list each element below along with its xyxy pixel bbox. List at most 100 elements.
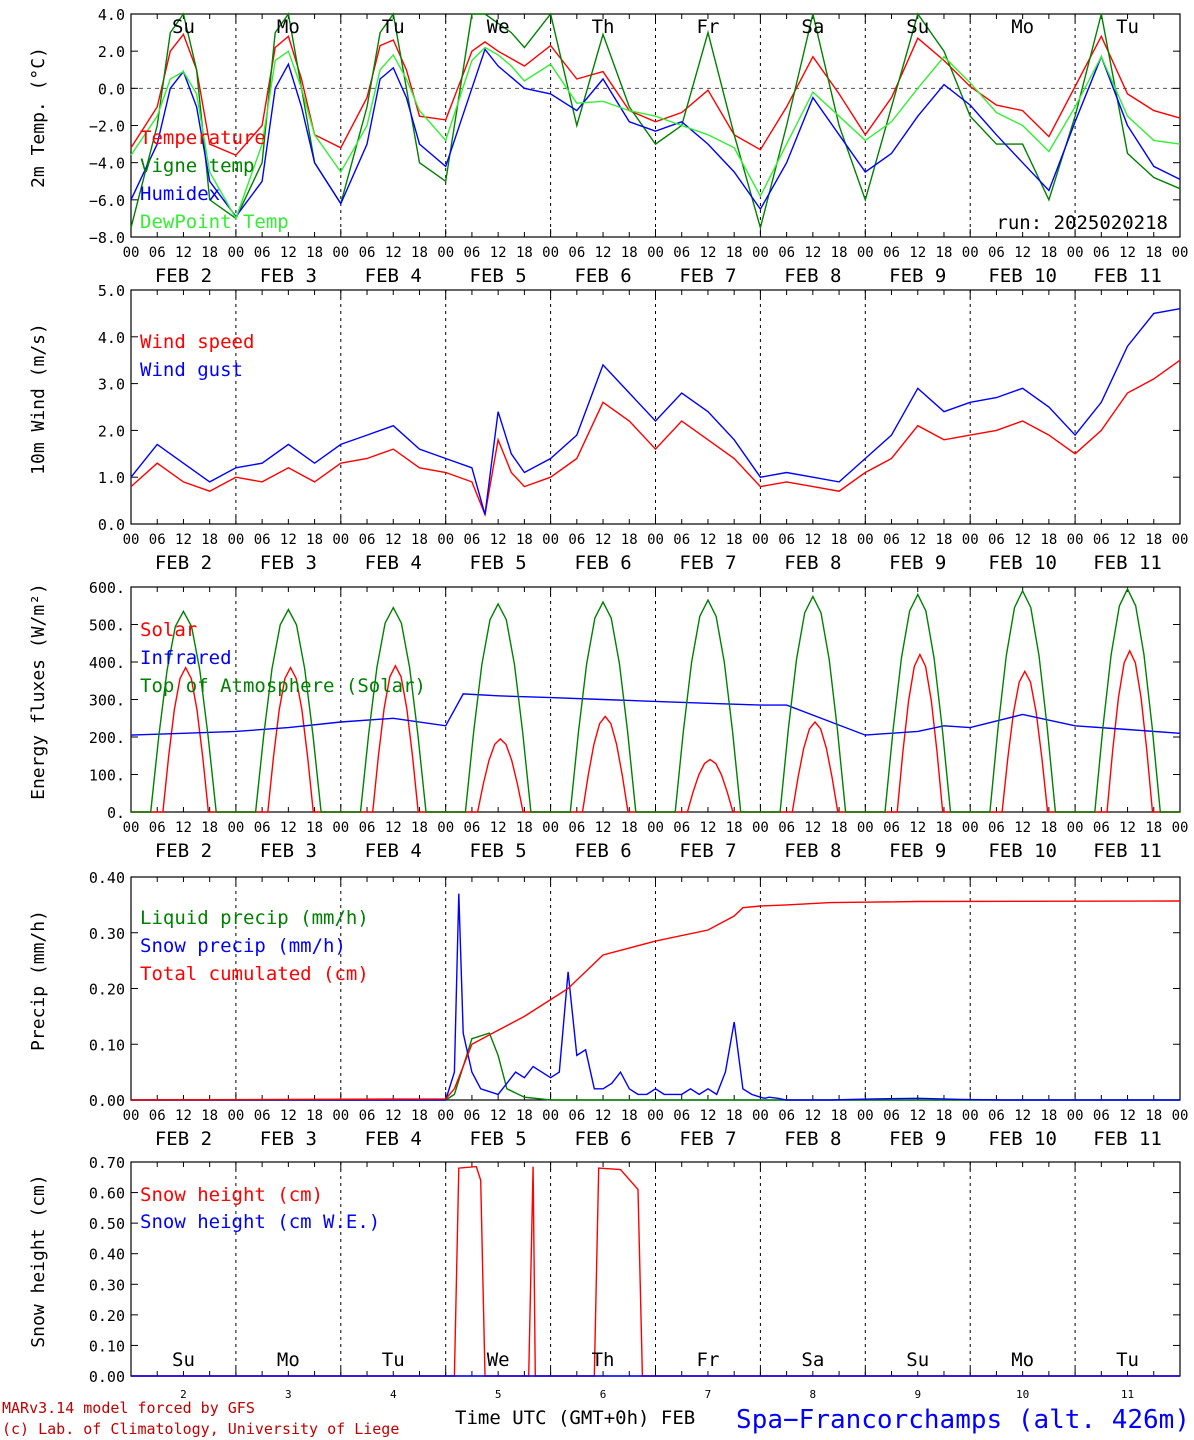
hour-label: 18 — [936, 1108, 953, 1124]
hour-label: 18 — [411, 820, 428, 836]
legend-item: Snow height (cm) — [140, 1184, 323, 1206]
day-name: We — [487, 1349, 510, 1371]
panel-precip: 0.00 0.10 0.20 0.30 0.40 Precip (mm/h) Liquid … — [28, 869, 1188, 1150]
date-label: FEB 10 — [988, 840, 1057, 862]
date-label: FEB 7 — [679, 1128, 736, 1150]
legend-item: Wind speed — [140, 331, 254, 353]
series-dewpoint-temp — [130, 46, 1181, 221]
hour-label: 12 — [909, 1108, 926, 1124]
panel-snow: 0.00 0.10 0.20 0.30 0.40 0.50 0.60 0.70 Snow hei… — [28, 1154, 1181, 1401]
hour-label: 06 — [883, 245, 900, 261]
legend-item: Liquid precip (mm/h) — [140, 907, 369, 929]
day-name: Sa — [801, 1349, 824, 1371]
date-label: FEB 2 — [155, 1128, 212, 1150]
date-label: FEB 8 — [784, 840, 841, 862]
hour-label: 00 — [962, 245, 979, 261]
day-number: 7 — [705, 1388, 712, 1401]
panel-wind: 0.0 1.0 2.0 3.0 4.0 5.0 10m Wind (m/s) Wind spe… — [28, 282, 1188, 574]
hour-label: 12 — [700, 1108, 717, 1124]
day-name: We — [487, 16, 510, 38]
day-name: Fr — [697, 16, 720, 38]
date-label: FEB 9 — [889, 1128, 946, 1150]
hour-label: 00 — [437, 820, 454, 836]
y-tick-label: 600. — [89, 579, 125, 597]
hour-label: 06 — [988, 532, 1005, 548]
hour-label: 18 — [201, 820, 218, 836]
y-tick-label: 0.20 — [89, 981, 125, 999]
day-number: 5 — [495, 1388, 502, 1401]
hour-label: 12 — [1119, 245, 1136, 261]
y-tick-label: 0.10 — [89, 1337, 125, 1355]
hour-label: 18 — [1145, 820, 1162, 836]
date-label: FEB 6 — [574, 552, 631, 574]
hour-label: 12 — [804, 245, 821, 261]
hour-label: 12 — [1014, 820, 1031, 836]
series-infrared — [130, 693, 1181, 736]
hour-label: 00 — [647, 245, 664, 261]
hour-label: 06 — [568, 532, 585, 548]
legend-item: DewPoint Temp — [140, 211, 289, 233]
date-label: FEB 4 — [365, 840, 422, 862]
y-tick-label: 300. — [89, 692, 125, 710]
date-label: FEB 4 — [365, 552, 422, 574]
hour-label: 18 — [516, 532, 533, 548]
hour-label: 00 — [542, 245, 559, 261]
date-label: FEB 3 — [260, 265, 317, 287]
hour-label: 18 — [1145, 245, 1162, 261]
date-label: FEB 10 — [988, 265, 1057, 287]
day-number: 10 — [1016, 1388, 1029, 1401]
date-label: FEB 6 — [574, 840, 631, 862]
day-number: 6 — [600, 1388, 607, 1401]
series-top-of-atmosphere-solar- — [131, 587, 1180, 813]
hour-label: 06 — [149, 532, 166, 548]
hour-label: 00 — [542, 1108, 559, 1124]
hour-label: 00 — [647, 532, 664, 548]
date-label: FEB 11 — [1093, 552, 1162, 574]
hour-label: 06 — [988, 1108, 1005, 1124]
run-annotation: run: 2025020218 — [996, 212, 1168, 234]
day-number: 4 — [390, 1388, 397, 1401]
hour-label: 00 — [227, 245, 244, 261]
hour-label: 18 — [411, 245, 428, 261]
date-label: FEB 2 — [155, 840, 212, 862]
hour-label: 00 — [1172, 820, 1189, 836]
hour-label: 06 — [149, 245, 166, 261]
hour-label: 18 — [1145, 532, 1162, 548]
hour-label: 18 — [306, 1108, 323, 1124]
hour-label: 00 — [752, 532, 769, 548]
panel-energy: 0. 100. 200. 300. 400. 500. 600. Energy fluxes … — [28, 579, 1188, 862]
hour-label: 00 — [1172, 532, 1189, 548]
date-label: FEB 8 — [784, 265, 841, 287]
hour-label: 06 — [254, 1108, 271, 1124]
hour-label: 00 — [123, 532, 140, 548]
series-wind-gust — [130, 308, 1181, 515]
hour-label: 06 — [254, 245, 271, 261]
hour-label: 12 — [595, 820, 612, 836]
date-label: FEB 3 — [260, 840, 317, 862]
hour-label: 18 — [936, 245, 953, 261]
hour-label: 18 — [411, 532, 428, 548]
legend-item: Solar — [140, 619, 197, 641]
y-tick-label: 0.40 — [89, 1246, 125, 1264]
hour-label: 12 — [700, 820, 717, 836]
hour-label: 18 — [1040, 1108, 1057, 1124]
day-name: Th — [592, 16, 615, 38]
hour-label: 12 — [700, 245, 717, 261]
hour-label: 18 — [831, 1108, 848, 1124]
legend-item: Snow precip (mm/h) — [140, 935, 346, 957]
hour-label: 00 — [332, 532, 349, 548]
y-tick-label: 0. — [107, 804, 125, 822]
hour-label: 18 — [831, 532, 848, 548]
legend-item: Wind gust — [140, 359, 243, 381]
hour-label: 18 — [726, 1108, 743, 1124]
day-number: 8 — [810, 1388, 817, 1401]
hour-label: 06 — [149, 820, 166, 836]
date-label: FEB 5 — [470, 552, 527, 574]
hour-label: 12 — [1014, 1108, 1031, 1124]
hour-label: 18 — [306, 820, 323, 836]
date-label: FEB 4 — [365, 265, 422, 287]
hour-label: 00 — [752, 1108, 769, 1124]
hour-label: 06 — [568, 820, 585, 836]
hour-label: 00 — [123, 820, 140, 836]
y-tick-label: 0.00 — [89, 1368, 125, 1386]
